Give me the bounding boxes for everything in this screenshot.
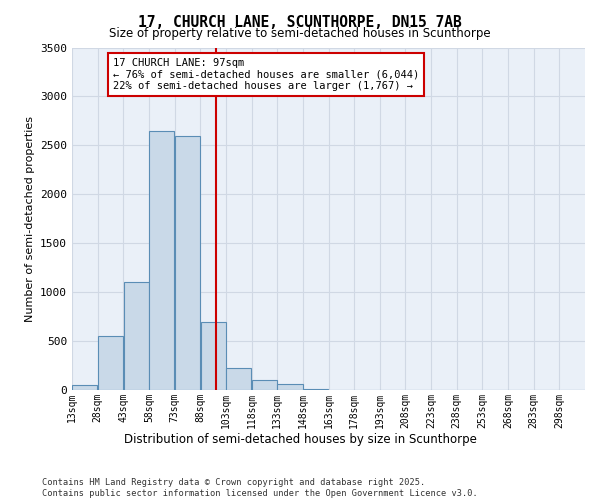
Bar [124,282,149,390]
Bar [98,336,123,390]
Text: Contains HM Land Registry data © Crown copyright and database right 2025.
Contai: Contains HM Land Registry data © Crown c… [42,478,478,498]
Bar [277,384,302,390]
Text: Distribution of semi-detached houses by size in Scunthorpe: Distribution of semi-detached houses by … [124,432,476,446]
Bar [175,136,200,390]
Text: 17 CHURCH LANE: 97sqm
← 76% of semi-detached houses are smaller (6,044)
22% of s: 17 CHURCH LANE: 97sqm ← 76% of semi-deta… [113,58,419,91]
Text: Size of property relative to semi-detached houses in Scunthorpe: Size of property relative to semi-detach… [109,28,491,40]
Bar [72,385,97,390]
Y-axis label: Number of semi-detached properties: Number of semi-detached properties [25,116,35,322]
Bar [200,322,226,390]
Text: 17, CHURCH LANE, SCUNTHORPE, DN15 7AB: 17, CHURCH LANE, SCUNTHORPE, DN15 7AB [138,15,462,30]
Bar [226,368,251,390]
Bar [149,130,175,390]
Bar [303,389,328,390]
Bar [252,380,277,390]
